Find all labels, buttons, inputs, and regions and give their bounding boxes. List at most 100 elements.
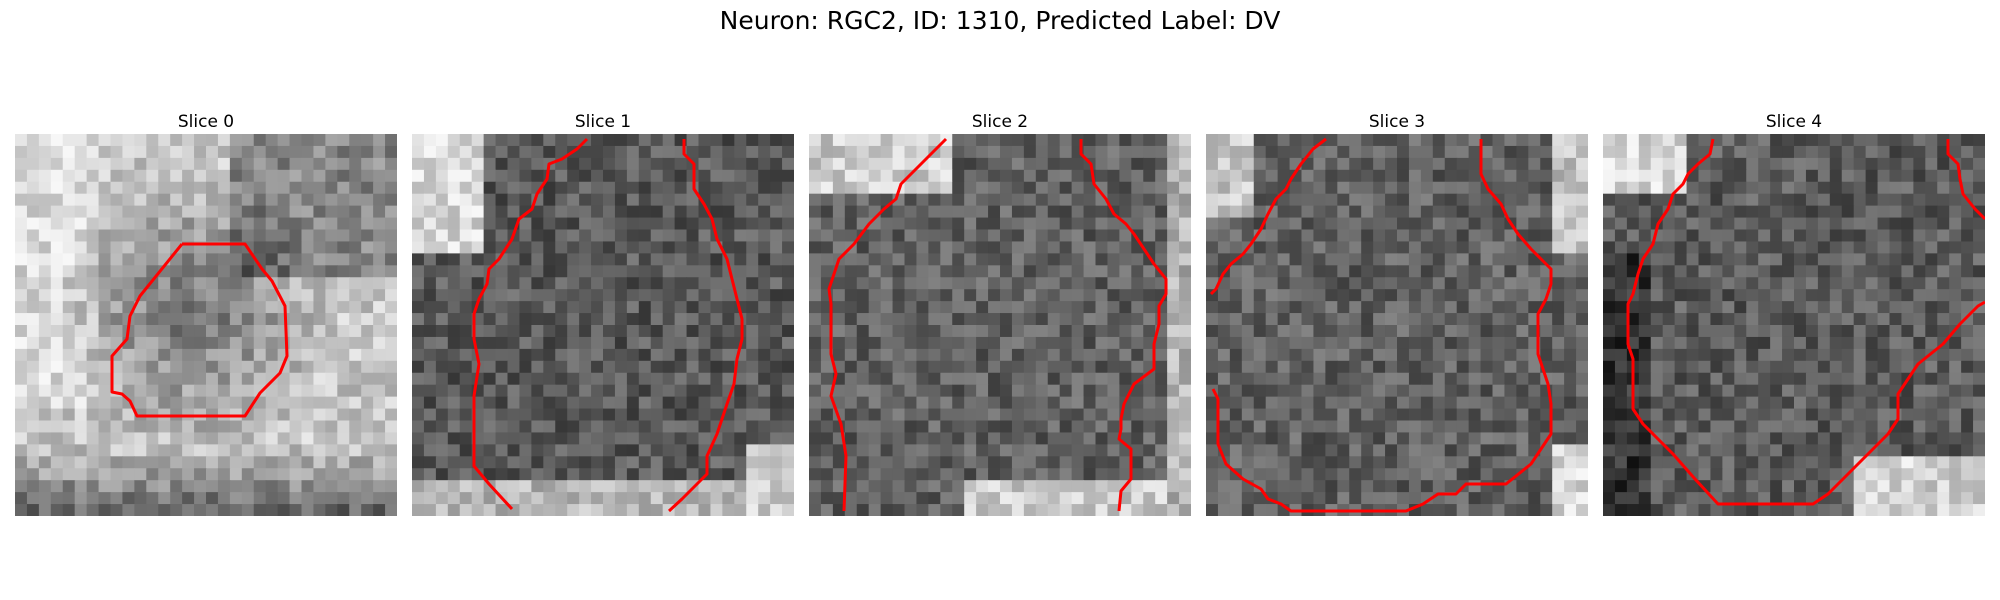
pixel-cell (361, 157, 374, 171)
pixel-cell (674, 229, 688, 243)
pixel-cell (1071, 253, 1085, 266)
pixel-cell (412, 217, 425, 231)
pixel-cell (1829, 348, 1843, 362)
pixel-cell (519, 360, 532, 374)
pixel-cell (1229, 277, 1243, 290)
pixel-cell (1770, 265, 1783, 278)
pixel-cell (1877, 336, 1891, 350)
pixel-cell (98, 492, 112, 505)
pixel-cell (1023, 408, 1037, 422)
pixel-cell (1179, 145, 1191, 159)
pixel-cell (1698, 313, 1712, 326)
pixel-cell (928, 372, 941, 386)
pixel-cell (1829, 157, 1843, 171)
pixel-cell (1313, 360, 1326, 374)
pixel-cell (361, 420, 374, 434)
pixel-cell (1674, 205, 1688, 219)
pixel-cell (1119, 325, 1132, 338)
pixel-cell (1794, 241, 1807, 254)
pixel-cell (15, 420, 28, 434)
pixel-cell (820, 145, 834, 159)
pixel-cell (1949, 289, 1962, 302)
pixel-cell (1626, 420, 1640, 434)
pixel-cell (1023, 504, 1037, 516)
pixel-cell (1638, 145, 1652, 159)
pixel-cell (1083, 468, 1097, 481)
pixel-cell (1937, 265, 1950, 278)
pixel-cell (1313, 480, 1326, 493)
pixel-cell (15, 348, 28, 362)
slice-image-0 (15, 134, 397, 516)
pixel-cell (1408, 181, 1422, 195)
pixel-cell (531, 325, 544, 338)
pixel-cell (543, 348, 556, 362)
pixel-cell (626, 301, 640, 314)
pixel-cell (591, 384, 604, 398)
pixel-cell (770, 229, 783, 243)
pixel-cell (1107, 432, 1120, 445)
pixel-cell (1564, 444, 1577, 457)
pixel-cell (217, 456, 231, 469)
pixel-cell (1385, 360, 1398, 374)
pixel-cell (722, 504, 735, 516)
pixel-cell (1229, 480, 1243, 493)
pixel-cell (361, 456, 374, 469)
pixel-cell (1373, 384, 1386, 398)
pixel-cell (1841, 444, 1855, 457)
pixel-cell (385, 277, 397, 290)
pixel-cell (650, 360, 664, 374)
pixel-cell (1698, 420, 1712, 434)
pixel-cell (1059, 396, 1073, 410)
pixel-cell (567, 504, 580, 516)
pixel-cell (1734, 360, 1747, 374)
pixel-cell (1444, 360, 1458, 374)
pixel-cell (337, 134, 350, 147)
pixel-cell (1576, 277, 1588, 290)
pixel-cell (626, 253, 640, 266)
pixel-cell (1408, 205, 1422, 219)
pixel-cell (603, 372, 616, 386)
pixel-cell (349, 432, 362, 445)
pixel-cell (1650, 325, 1664, 338)
pixel-cell (1277, 169, 1291, 183)
pixel-cell (856, 492, 870, 505)
pixel-cell (844, 480, 858, 493)
pixel-cell (1650, 193, 1664, 207)
pixel-cell (1143, 289, 1156, 302)
pixel-cell (1949, 253, 1962, 266)
pixel-cell (722, 372, 735, 386)
pixel-cell (1794, 181, 1807, 195)
pixel-cell (1289, 396, 1303, 410)
pixel-cell (928, 134, 941, 147)
pixel-cell (662, 336, 676, 350)
pixel-cell (1758, 134, 1771, 147)
pixel-cell (1253, 504, 1267, 516)
pixel-cell (880, 336, 894, 350)
pixel-cell (122, 193, 135, 207)
pixel-cell (1444, 420, 1458, 434)
pixel-cell (1603, 372, 1616, 386)
pixel-cell (1167, 217, 1180, 231)
pixel-cell (591, 193, 604, 207)
pixel-cell (194, 181, 207, 195)
pixel-cell (385, 134, 397, 147)
pixel-cell (543, 360, 556, 374)
pixel-cell (1083, 289, 1097, 302)
pixel-cell (543, 253, 556, 266)
pixel-cell (1949, 241, 1962, 254)
pixel-cell (1746, 301, 1759, 314)
pixel-cell (1698, 408, 1712, 422)
pixel-cell (674, 277, 688, 290)
pixel-cell (337, 492, 350, 505)
pixel-cell (1468, 456, 1482, 469)
pixel-cell (1217, 169, 1231, 183)
pixel-cell (170, 193, 183, 207)
pixel-cell (1552, 229, 1565, 243)
pixel-cell (1710, 145, 1723, 159)
pixel-cell (880, 253, 894, 266)
pixel-cell (412, 420, 425, 434)
pixel-cell (385, 420, 397, 434)
pixel-cell (1865, 265, 1879, 278)
pixel-cell (1480, 372, 1494, 386)
pixel-cell (483, 468, 497, 481)
